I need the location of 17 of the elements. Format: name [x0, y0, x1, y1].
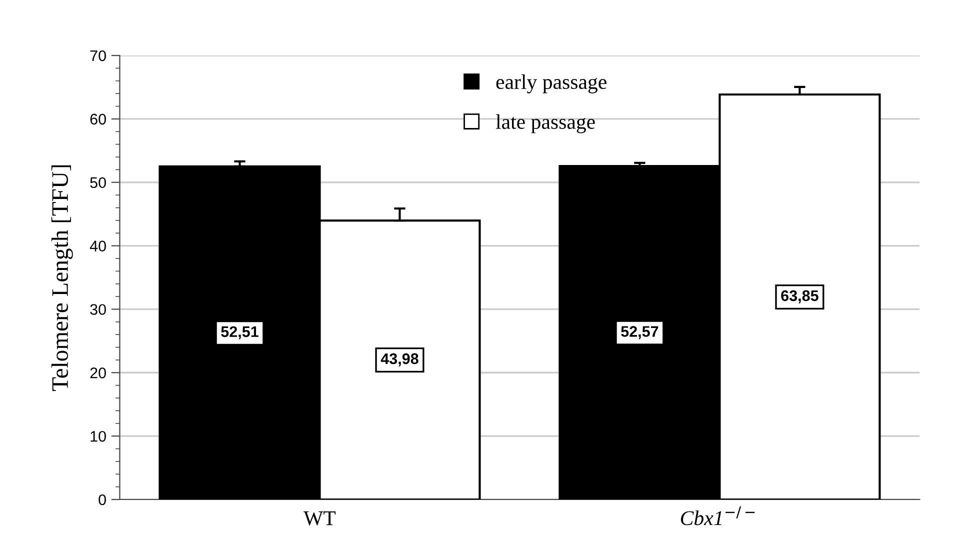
x-tick-label: Cbx1$^{−/−}$	[680, 506, 755, 526]
y-tick-label: 0	[98, 494, 106, 506]
y-tick-label: 70	[90, 50, 106, 62]
y-tick-label: 50	[90, 177, 106, 188]
y-tick-label: 30	[90, 304, 106, 315]
legend-label: late passage	[496, 114, 595, 134]
data-label: 52,57	[621, 326, 658, 340]
y-tick-label: 40	[90, 240, 106, 252]
x-tick-label: WT	[304, 511, 336, 526]
data-label: 63,85	[781, 290, 818, 304]
y-tick-label: 20	[90, 368, 106, 378]
y-axis-title: Telomere Length [TFU]	[51, 165, 73, 391]
legend-label: early passage	[496, 74, 606, 94]
y-tick-label: 60	[90, 114, 106, 125]
data-label: 52,51	[221, 326, 258, 340]
y-tick-label: 10	[90, 430, 106, 442]
data-label: 43,98	[380, 353, 418, 366]
